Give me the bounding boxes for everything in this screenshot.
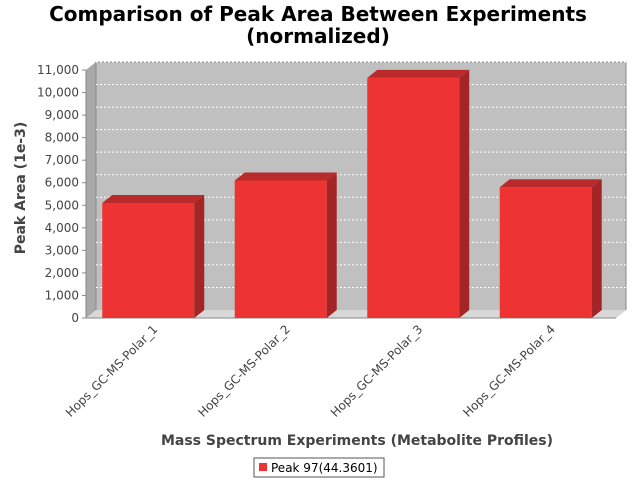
bar-top-face: [499, 179, 602, 188]
legend-swatch: [259, 463, 267, 471]
bar-top-face: [367, 69, 470, 78]
x-axis-label: Mass Spectrum Experiments (Metabolite Pr…: [161, 433, 553, 449]
bar: [499, 187, 592, 318]
plot-side-wall: [86, 62, 96, 318]
y-tick-label: 3,000: [45, 243, 79, 257]
bar-side-face: [591, 179, 602, 318]
bar-side-face: [326, 172, 337, 318]
plot-floor: [86, 310, 626, 318]
bar-side-face: [459, 69, 470, 319]
plot-background: [86, 62, 626, 318]
y-tick-label: 9,000: [45, 108, 79, 122]
y-tick-label: 10,000: [37, 86, 79, 100]
bar-top-face: [102, 195, 205, 204]
bar-top-face: [234, 172, 337, 181]
legend: Peak 97(44.3601): [253, 457, 385, 478]
y-tick-label: 1,000: [45, 288, 79, 302]
y-tick-label: 2,000: [45, 266, 79, 280]
y-tick-label: 5,000: [45, 198, 79, 212]
bar: [234, 180, 327, 318]
y-tick-label: 8,000: [45, 131, 79, 145]
x-tick-label: Hops_GC-MS-Polar_2: [195, 322, 293, 420]
y-tick-label: 0: [71, 311, 79, 325]
chart-title-line-2: (normalized): [246, 24, 390, 48]
y-tick-label: 11,000: [37, 63, 79, 77]
x-tick-label: Hops_GC-MS-Polar_3: [328, 322, 426, 420]
legend-label: Peak 97(44.3601): [271, 461, 378, 475]
chart-title-line-1: Comparison of Peak Area Between Experime…: [49, 2, 587, 26]
y-axis-label: Peak Area (1e-3): [13, 122, 29, 255]
bar-side-face: [194, 195, 205, 318]
bar: [367, 77, 460, 319]
bar: [102, 203, 195, 318]
x-tick-label: Hops_GC-MS-Polar_1: [63, 322, 161, 420]
plot-area: 0 1,000 2,000 3,000 4,000 5,000 6,000 7,000 8,00…: [37, 61, 627, 420]
y-tick-label: 6,000: [45, 176, 79, 190]
y-tick-label: 7,000: [45, 153, 79, 167]
legend-box: [253, 457, 385, 478]
y-tick-label: 4,000: [45, 221, 79, 235]
x-tick-label: Hops_GC-MS-Polar_4: [460, 322, 558, 420]
